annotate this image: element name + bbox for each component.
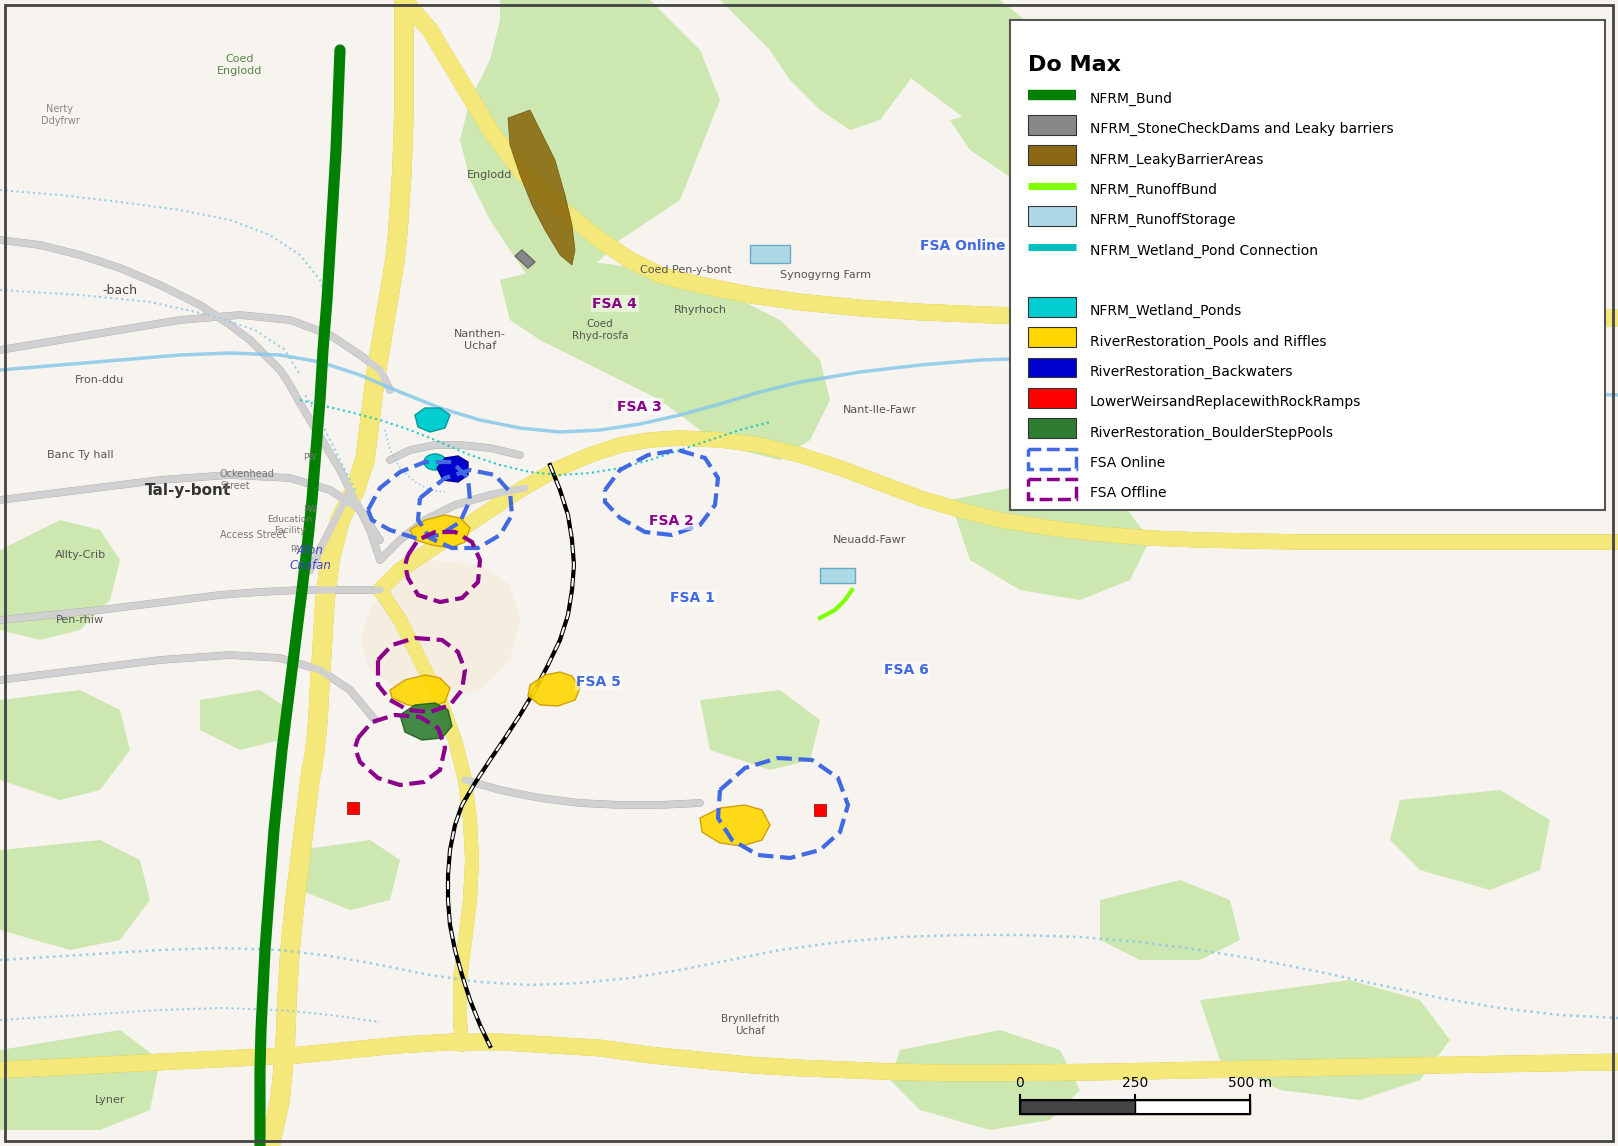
Text: Tal-y-bont: Tal-y-bont [146, 482, 231, 497]
Text: Coed Pen-y-bont: Coed Pen-y-bont [641, 265, 731, 275]
Text: NFRM_Wetland_Pond Connection: NFRM_Wetland_Pond Connection [1091, 244, 1319, 258]
Text: -bach: -bach [102, 283, 138, 297]
Text: NFRM_RunoffStorage: NFRM_RunoffStorage [1091, 213, 1236, 227]
Text: Do Max: Do Max [1027, 55, 1121, 74]
Text: FSA Offline: FSA Offline [1091, 486, 1167, 501]
Polygon shape [201, 690, 290, 749]
Bar [1027, 418, 1076, 438]
Text: Lyner: Lyner [95, 1094, 125, 1105]
Text: FSA 1: FSA 1 [670, 591, 715, 605]
Text: FSA 6: FSA 6 [883, 664, 929, 677]
Text: FSA 5: FSA 5 [576, 675, 621, 689]
Polygon shape [437, 456, 468, 482]
Polygon shape [1201, 980, 1450, 1100]
Text: Brynllefrith
Uchaf: Brynllefrith Uchaf [720, 1014, 780, 1036]
Polygon shape [500, 260, 830, 460]
Text: Afon
Cnafan: Afon Cnafan [290, 544, 332, 572]
Text: Pen-rhiw: Pen-rhiw [57, 615, 104, 625]
Polygon shape [1100, 880, 1239, 960]
Polygon shape [299, 840, 400, 910]
Text: RiverRestoration_BoulderStepPools: RiverRestoration_BoulderStepPools [1091, 425, 1333, 440]
Bar [751, 245, 790, 262]
Text: Banc Ty hall: Banc Ty hall [47, 450, 113, 460]
Polygon shape [390, 675, 450, 708]
Bar [1019, 1100, 1134, 1114]
Bar [1027, 297, 1076, 316]
Polygon shape [508, 110, 574, 265]
Bar [1027, 146, 1076, 165]
Text: Nerty
Ddyfrwr: Nerty Ddyfrwr [40, 104, 79, 126]
Polygon shape [950, 80, 1180, 220]
Text: Neuadd-Fawr: Neuadd-Fawr [833, 535, 906, 545]
Polygon shape [0, 840, 150, 950]
Text: FSA 3: FSA 3 [616, 400, 662, 414]
Text: FSA Online: FSA Online [1091, 456, 1165, 470]
Bar [1027, 479, 1076, 499]
Bar [1027, 115, 1076, 134]
Text: Coed
Englodd: Coed Englodd [217, 54, 262, 76]
Text: Ockenhead
Street: Ockenhead Street [220, 469, 275, 490]
Polygon shape [460, 0, 720, 300]
Text: NFRM_Wetland_Ponds: NFRM_Wetland_Ponds [1091, 304, 1243, 319]
Polygon shape [950, 480, 1150, 601]
Text: FSA 2: FSA 2 [649, 515, 694, 528]
Text: Englodd: Englodd [468, 170, 513, 180]
Text: NFRM_StoneCheckDams and Leaky barriers: NFRM_StoneCheckDams and Leaky barriers [1091, 123, 1393, 136]
Bar [1027, 328, 1076, 347]
Bar [1027, 358, 1076, 377]
Text: NFRM_Bund: NFRM_Bund [1091, 92, 1173, 105]
Text: PA: PA [290, 545, 301, 555]
Text: 0: 0 [1016, 1076, 1024, 1090]
Text: FSA Online: FSA Online [921, 240, 1005, 253]
Text: Synogyrng Farm: Synogyrng Farm [780, 270, 870, 280]
Text: Coed
Rhyd-rosfa: Coed Rhyd-rosfa [571, 320, 628, 340]
Bar [1027, 449, 1076, 469]
Text: PW: PW [303, 454, 317, 463]
Bar [820, 568, 854, 583]
Text: Nant-lle-Fawr: Nant-lle-Fawr [843, 405, 917, 415]
Text: Salty Fach: Salty Fach [1021, 25, 1079, 36]
Text: 250: 250 [1121, 1076, 1149, 1090]
Text: Nanthen-
Uchaf: Nanthen- Uchaf [455, 329, 506, 351]
Polygon shape [720, 0, 921, 129]
Polygon shape [1390, 790, 1550, 890]
Text: RiverRestoration_Backwaters: RiverRestoration_Backwaters [1091, 364, 1293, 379]
Polygon shape [0, 690, 129, 800]
Text: Tynrhisg: Tynrhisg [1336, 280, 1383, 290]
Polygon shape [414, 408, 450, 432]
Text: Fron-ddu: Fron-ddu [76, 375, 125, 385]
Text: Education
Facility: Education Facility [267, 516, 312, 535]
Bar [1027, 388, 1076, 408]
Polygon shape [527, 672, 579, 706]
Bar [1027, 206, 1076, 226]
Polygon shape [701, 804, 770, 846]
Text: Allty-Crib: Allty-Crib [55, 550, 105, 560]
Text: PW: PW [303, 505, 317, 515]
Text: RiverRestoration_Pools and Riffles: RiverRestoration_Pools and Riffles [1091, 335, 1327, 348]
Text: 500 m: 500 m [1228, 1076, 1272, 1090]
Text: NFRM_RunoffBund: NFRM_RunoffBund [1091, 183, 1218, 197]
Text: Rhyrhoch: Rhyrhoch [673, 305, 726, 315]
Bar [1010, 19, 1605, 510]
Polygon shape [400, 702, 451, 740]
Polygon shape [701, 690, 820, 770]
Polygon shape [890, 1030, 1079, 1130]
Text: LowerWeirsandReplacewithRockRamps: LowerWeirsandReplacewithRockRamps [1091, 395, 1361, 409]
Text: NFRM_LeakyBarrierAreas: NFRM_LeakyBarrierAreas [1091, 152, 1264, 166]
Polygon shape [409, 515, 469, 548]
Bar [1134, 1100, 1251, 1114]
Text: FSA 4: FSA 4 [592, 297, 637, 311]
Polygon shape [1349, 180, 1519, 270]
Polygon shape [0, 1030, 160, 1130]
Ellipse shape [424, 454, 447, 470]
Text: Access Street: Access Street [220, 529, 286, 540]
Polygon shape [359, 560, 519, 700]
Bar [1019, 1100, 1251, 1114]
Polygon shape [0, 520, 120, 639]
Polygon shape [799, 0, 1079, 140]
Polygon shape [515, 250, 536, 268]
